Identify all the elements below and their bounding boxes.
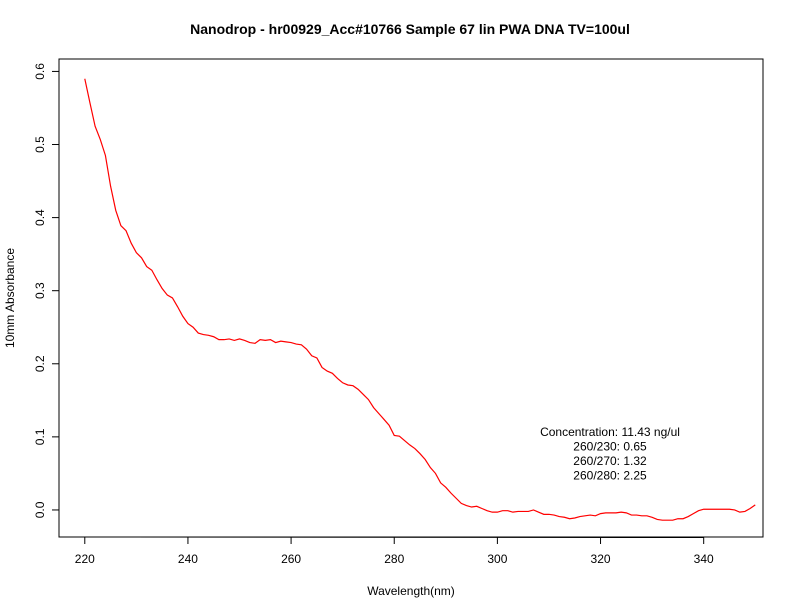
x-tick-label: 340 [694,552,714,566]
x-tick-label: 300 [487,552,507,566]
y-tick-label: 0.3 [33,282,47,299]
x-tick-label: 320 [591,552,611,566]
y-tick-label: 0.6 [33,63,47,80]
annotation-line: 260/280: 2.25 [573,469,647,483]
y-axis-label: 10mm Absorbance [3,248,17,348]
annotation-line: 260/230: 0.65 [573,440,647,454]
annotation-line: 260/270: 1.32 [573,454,647,468]
x-axis-label: Wavelength(nm) [367,584,455,598]
chart-title: Nanodrop - hr00929_Acc#10766 Sample 67 l… [190,21,630,37]
annotation-line: Concentration: 11.43 ng/ul [540,425,680,439]
x-tick-label: 240 [178,552,198,566]
x-axis: 220 240 260 280 300 320 340 [75,536,714,566]
absorbance-series-line [84,78,756,521]
x-tick-label: 220 [75,552,95,566]
y-tick-label: 0.4 [33,209,47,226]
y-tick-label: 0.5 [33,136,47,153]
x-tick-label: 280 [384,552,404,566]
y-tick-label: 0.0 [33,501,47,518]
y-axis: 0.0 0.1 0.2 0.3 0.4 0.5 0.6 [33,63,60,518]
y-tick-label: 0.2 [33,355,47,372]
plot-frame [58,58,764,538]
y-tick-label: 0.1 [33,428,47,445]
x-tick-label: 260 [281,552,301,566]
